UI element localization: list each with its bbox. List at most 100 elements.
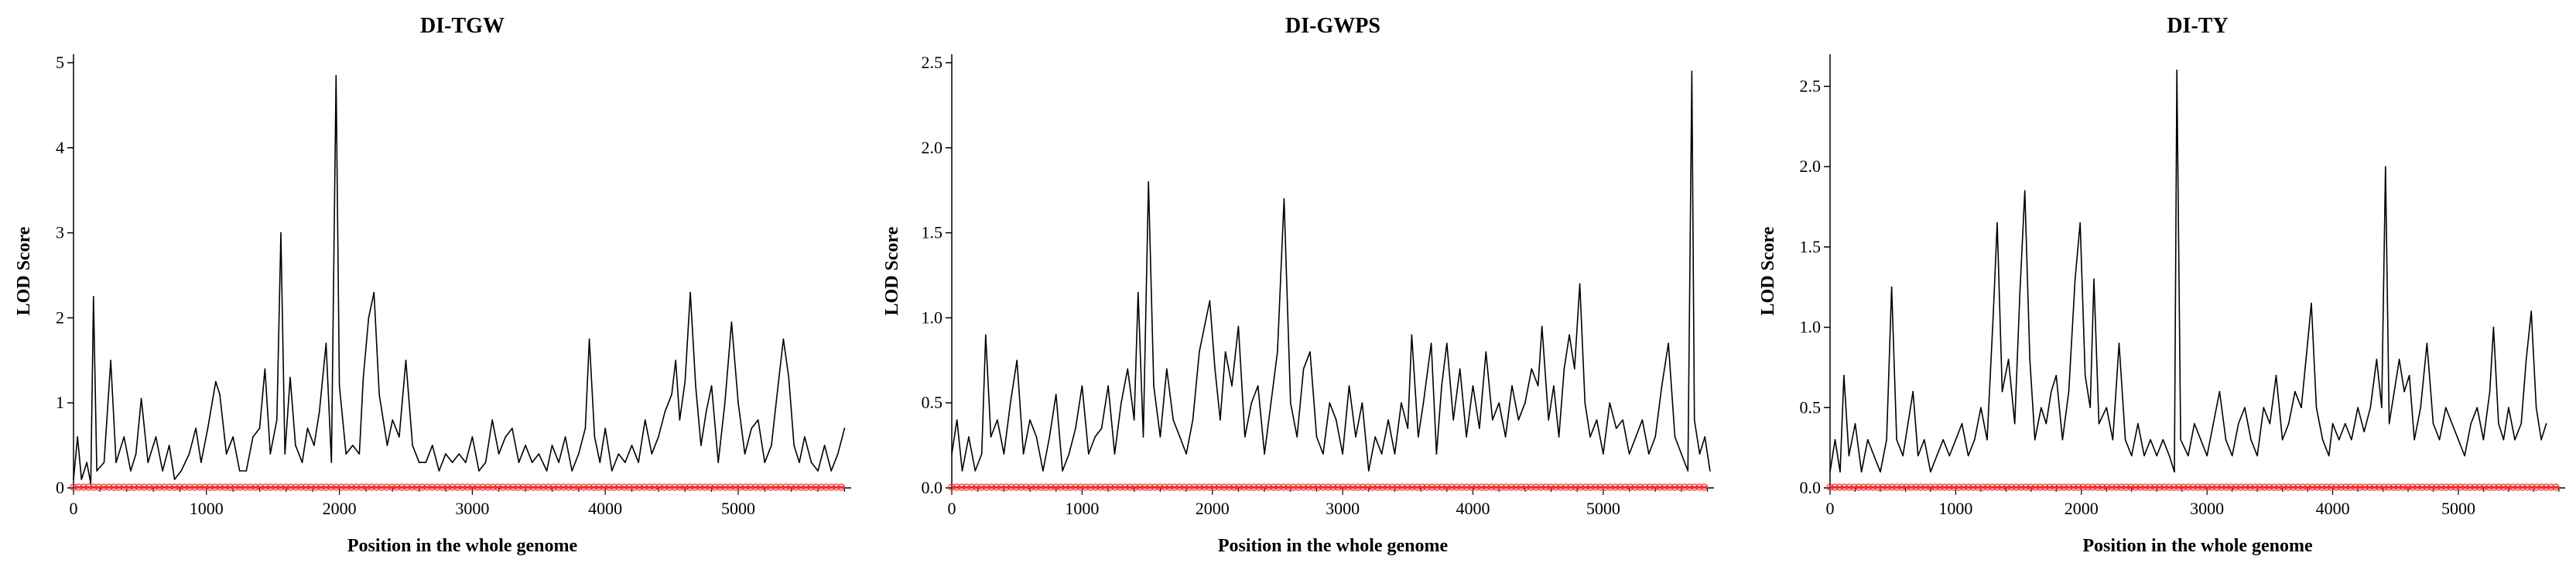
lod-data-point xyxy=(2244,407,2246,409)
lod-data-point xyxy=(2219,390,2221,393)
marker-point xyxy=(2480,483,2488,491)
marker-point xyxy=(1206,483,1213,491)
lod-data-point xyxy=(1839,471,1841,473)
marker-point xyxy=(585,483,593,491)
marker-point xyxy=(1542,483,1550,491)
marker-point xyxy=(156,483,163,491)
marker-point xyxy=(1052,483,1060,491)
marker-point xyxy=(2433,483,2441,491)
marker-point xyxy=(2447,483,2455,491)
marker-point xyxy=(1462,483,1471,491)
lod-data-point xyxy=(793,445,795,446)
lod-data-point xyxy=(1142,436,1144,438)
marker-point xyxy=(1374,483,1381,491)
chart-panel-1: DI-TGW 0 1 2 3 4 5 0 1000 2000 3000 4000 5000 Positio… xyxy=(14,14,851,556)
lod-data-point xyxy=(335,74,337,77)
lod-data-point xyxy=(1355,436,1356,438)
lod-data-point xyxy=(1641,419,1644,421)
marker-point xyxy=(231,483,239,491)
lod-data-point xyxy=(1485,351,1487,353)
lod-data-point xyxy=(1270,402,1272,403)
lod-data-point xyxy=(238,470,241,472)
lod-data-point xyxy=(319,410,320,412)
marker-point xyxy=(2208,483,2216,491)
lod-data-point xyxy=(1541,325,1543,328)
lod-data-point xyxy=(2200,439,2201,441)
marker-point xyxy=(1146,483,1154,491)
marker-point xyxy=(2342,483,2350,491)
lod-data-point xyxy=(2238,423,2239,424)
lod-series-line xyxy=(73,74,846,485)
marker-point xyxy=(948,483,956,491)
lod-data-point xyxy=(2029,359,2030,360)
lod-data-point xyxy=(484,462,487,463)
lod-data-point xyxy=(788,376,790,379)
lod-data-point xyxy=(232,436,234,438)
marker-point xyxy=(388,483,395,491)
lod-data-point xyxy=(997,419,998,421)
lod-data-point xyxy=(173,479,176,480)
marker-point xyxy=(1883,483,1891,491)
marker-point xyxy=(277,483,285,491)
marker-point xyxy=(2352,483,2359,491)
marker-point xyxy=(474,483,481,491)
marker-point xyxy=(1700,483,1709,491)
lod-data-point xyxy=(1537,385,1539,387)
lod-data-point xyxy=(1492,419,1493,421)
marker-point xyxy=(2523,483,2531,491)
lod-data-point xyxy=(658,436,659,438)
marker-point xyxy=(2065,483,2073,491)
lod-data-point xyxy=(188,453,190,455)
x-tick-label: 1000 xyxy=(1065,499,1099,518)
marker-point xyxy=(342,483,351,491)
marker-point xyxy=(489,483,497,491)
marker-point xyxy=(443,483,451,491)
lod-data-point xyxy=(1075,428,1076,429)
marker-point xyxy=(1329,483,1337,491)
marker-point xyxy=(2218,483,2225,491)
x-tick-label: 5000 xyxy=(721,499,755,518)
lod-data-point xyxy=(1917,455,1919,457)
marker-point xyxy=(221,483,229,491)
lod-data-point xyxy=(1107,385,1109,387)
marker-point xyxy=(2237,483,2245,491)
y-tick-label: 1 xyxy=(56,393,64,412)
marker-point xyxy=(2528,483,2536,491)
lod-data-point xyxy=(1674,436,1676,438)
marker-point xyxy=(1215,483,1223,491)
marker-point xyxy=(453,483,461,491)
marker-point xyxy=(1864,483,1872,491)
lod-data-point xyxy=(505,436,507,438)
marker-point xyxy=(2060,483,2068,491)
marker-point xyxy=(1151,483,1158,491)
marker-point xyxy=(292,483,299,491)
marker-point xyxy=(2079,483,2087,491)
lod-data-point xyxy=(392,419,394,421)
marker-point xyxy=(716,483,724,491)
x-tick-label: 1000 xyxy=(1938,499,1972,518)
lod-data-point xyxy=(451,462,453,463)
marker-point xyxy=(1869,483,1877,491)
marker-point xyxy=(287,483,295,491)
marker-point xyxy=(1616,483,1624,491)
marker-point xyxy=(1931,483,1939,491)
lod-data-point xyxy=(2489,390,2491,393)
marker-point xyxy=(1344,483,1352,491)
lod-data-point xyxy=(2168,455,2171,457)
lod-data-point xyxy=(1120,402,1122,403)
marker-point xyxy=(302,483,310,491)
lod-data-point xyxy=(1185,453,1187,455)
lod-data-point xyxy=(2294,390,2296,393)
marker-point xyxy=(1433,483,1441,491)
marker-point xyxy=(2490,483,2498,491)
y-tick-label: 0.0 xyxy=(1800,478,1822,497)
marker-point xyxy=(2170,483,2177,491)
x-tick-label: 1000 xyxy=(190,499,224,518)
lod-data-point xyxy=(588,338,590,340)
lod-data-point xyxy=(799,462,800,463)
marker-point xyxy=(1473,483,1480,491)
lod-data-point xyxy=(990,436,992,438)
marker-point xyxy=(1960,483,1968,491)
marker-point xyxy=(125,483,133,491)
lod-data-point xyxy=(1504,436,1507,438)
